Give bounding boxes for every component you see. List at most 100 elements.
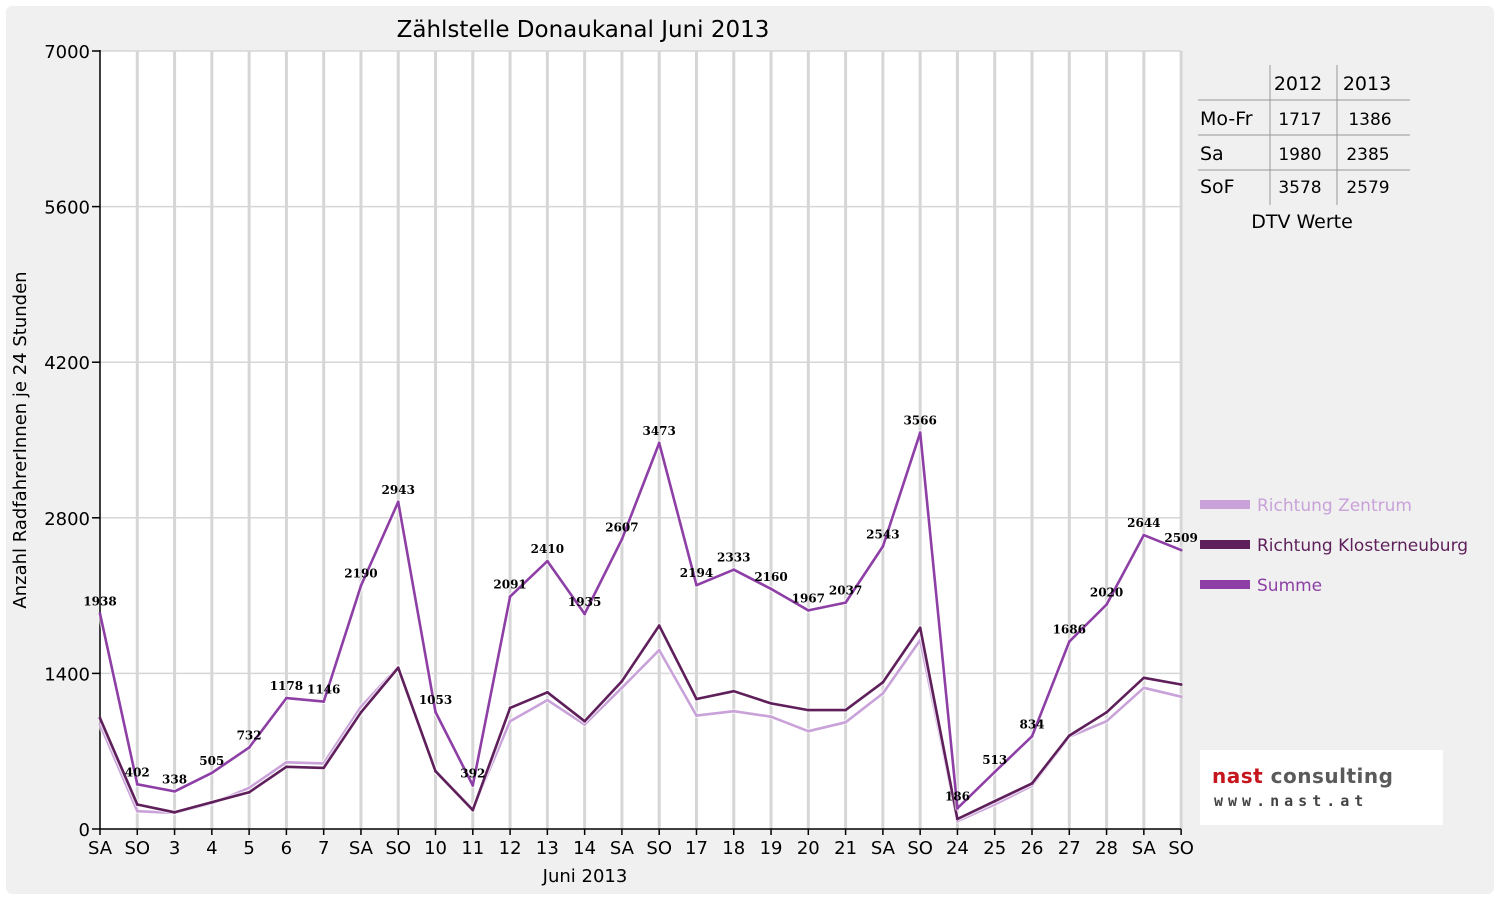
data-point	[471, 808, 475, 812]
series-line-3	[98, 431, 1182, 810]
data-point	[806, 608, 810, 612]
data-point	[396, 666, 400, 670]
data-point	[844, 708, 847, 712]
data-point	[98, 612, 102, 616]
data-point	[695, 583, 698, 587]
series-line-2	[98, 624, 1182, 821]
y-tick-label: 7000	[44, 42, 90, 63]
data-label: 2091	[493, 578, 526, 592]
logo-wordmark: nast consulting	[1212, 764, 1394, 788]
data-label: 402	[125, 765, 150, 779]
x-tick-label: 14	[573, 838, 596, 859]
dtv-cell: 1717	[1278, 110, 1321, 130]
data-point	[508, 719, 512, 723]
x-tick-label: 25	[983, 838, 1006, 859]
dtv-row-label: SoF	[1200, 176, 1235, 198]
data-point	[620, 679, 624, 683]
data-point	[806, 729, 810, 733]
data-point	[956, 817, 959, 821]
data-point	[695, 697, 698, 701]
data-label: 1938	[83, 595, 116, 609]
data-point	[657, 441, 661, 445]
x-tick-label: SA	[1132, 838, 1157, 859]
data-point	[769, 587, 773, 591]
x-tick-label: 24	[946, 838, 969, 859]
series-line-1	[98, 638, 1182, 823]
data-point	[657, 648, 661, 652]
x-tick-label: 7	[318, 838, 329, 859]
data-point	[806, 708, 810, 712]
data-point	[359, 710, 363, 714]
x-tick-label: SA	[349, 838, 374, 859]
data-label: 2509	[1164, 531, 1197, 545]
x-tick-label: SA	[871, 838, 896, 859]
data-point	[1179, 548, 1183, 552]
x-tick-label: 28	[1095, 838, 1118, 859]
data-point	[322, 766, 326, 770]
data-point	[1030, 782, 1034, 785]
data-label: 1053	[419, 693, 452, 707]
data-point	[769, 715, 773, 719]
data-point	[285, 760, 288, 764]
x-tick-label: 5	[243, 838, 254, 859]
company-logo: nast consulting www.nast.at	[1200, 750, 1443, 825]
y-axis-label: Anzahl RadfahrerInnen je 24 Stunden	[10, 271, 31, 608]
x-tick-label: 12	[499, 838, 522, 859]
x-tick-label: 4	[206, 838, 217, 859]
data-point	[545, 698, 549, 702]
data-point	[545, 690, 549, 694]
legend-label-zentrum: Richtung Zentrum	[1257, 496, 1412, 516]
data-point	[583, 612, 587, 616]
data-point	[1067, 640, 1071, 644]
y-tick-label: 1400	[44, 664, 90, 685]
x-tick-label: SO	[124, 838, 150, 859]
data-label: 2333	[717, 551, 750, 565]
y-tick-label: 2800	[44, 509, 90, 530]
data-point	[695, 714, 698, 718]
x-tick-label: 19	[760, 838, 783, 859]
data-label: 2607	[605, 520, 638, 534]
data-point	[620, 686, 624, 690]
data-label: 2410	[531, 542, 564, 556]
x-tick-label: 18	[722, 838, 745, 859]
data-label: 505	[199, 754, 224, 768]
data-point	[1105, 719, 1108, 723]
data-point	[881, 544, 885, 548]
x-tick-label: 26	[1021, 838, 1044, 859]
x-tick-label: SO	[385, 838, 411, 859]
data-label: 2194	[680, 566, 713, 580]
x-tick-label: 6	[281, 838, 292, 859]
data-point	[1142, 686, 1146, 690]
data-point	[173, 810, 176, 814]
legend-swatch-zentrum	[1200, 500, 1250, 509]
data-point	[1030, 734, 1034, 738]
x-tick-label: 20	[797, 838, 820, 859]
data-point	[1179, 695, 1183, 699]
data-point	[881, 680, 885, 684]
x-tick-label: 27	[1058, 838, 1081, 859]
x-tick-label: SO	[907, 838, 933, 859]
data-point	[769, 702, 773, 705]
data-label: 1935	[568, 595, 601, 609]
data-point	[956, 806, 959, 810]
data-point	[434, 769, 437, 773]
data-point	[434, 710, 437, 714]
dtv-cell: 2385	[1346, 145, 1389, 165]
data-point	[396, 500, 400, 504]
data-label: 392	[460, 766, 485, 780]
x-tick-label: 3	[169, 838, 180, 859]
data-point	[247, 786, 251, 790]
data-point	[1105, 710, 1108, 714]
logo-url: www.nast.at	[1214, 792, 1369, 810]
data-point	[285, 765, 288, 769]
dtv-cell: 1980	[1278, 145, 1321, 165]
data-label: 2943	[382, 483, 415, 497]
data-point	[1067, 734, 1071, 738]
legend-label-summe: Summe	[1257, 576, 1322, 596]
data-point	[545, 559, 549, 563]
x-tick-label: 11	[461, 838, 484, 859]
data-point	[173, 790, 176, 793]
data-point	[1142, 533, 1146, 537]
data-point	[844, 601, 847, 605]
